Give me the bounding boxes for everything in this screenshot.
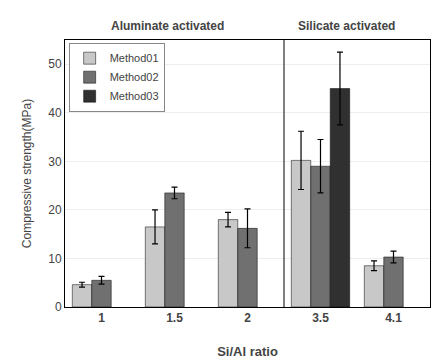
svg-text:1: 1 — [98, 311, 105, 325]
svg-text:50: 50 — [48, 57, 62, 71]
svg-text:10: 10 — [48, 252, 62, 266]
svg-text:Compressive strength(MPa): Compressive strength(MPa) — [20, 99, 34, 248]
svg-text:2: 2 — [244, 311, 251, 325]
svg-text:Method02: Method02 — [110, 71, 159, 83]
svg-text:0: 0 — [55, 300, 62, 314]
svg-text:3.5: 3.5 — [312, 311, 329, 325]
svg-text:Method01: Method01 — [110, 52, 159, 64]
svg-text:40: 40 — [48, 106, 62, 120]
svg-text:Aluminate activated: Aluminate activated — [111, 19, 224, 33]
svg-text:Method03: Method03 — [110, 90, 159, 102]
svg-text:20: 20 — [48, 203, 62, 217]
svg-text:30: 30 — [48, 155, 62, 169]
svg-text:1.5: 1.5 — [166, 311, 183, 325]
svg-text:Si/Al ratio: Si/Al ratio — [217, 344, 278, 359]
svg-text:Silicate activated: Silicate activated — [298, 19, 395, 33]
svg-text:4.1: 4.1 — [385, 311, 402, 325]
